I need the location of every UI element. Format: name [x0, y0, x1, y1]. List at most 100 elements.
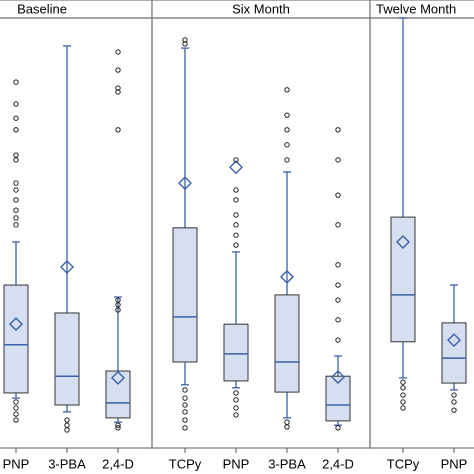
outlier: [284, 87, 290, 93]
outlier: [115, 307, 121, 313]
outlier: [115, 49, 121, 55]
outlier: [13, 79, 19, 85]
outlier: [13, 417, 19, 423]
mean-marker: [178, 176, 192, 191]
outlier: [64, 417, 70, 423]
outlier: [115, 422, 121, 428]
outlier: [115, 85, 121, 91]
outlier: [182, 417, 188, 423]
outlier: [284, 157, 290, 163]
outlier: [13, 187, 19, 193]
x-tick-label: 2,4-D: [102, 456, 134, 471]
outlier: [335, 157, 341, 163]
outlier: [284, 142, 290, 148]
outlier: [335, 282, 341, 288]
x-tick-label: PNP: [441, 456, 468, 471]
panel-title: Six Month: [232, 1, 290, 16]
box: [274, 294, 300, 393]
outlier: [115, 89, 121, 95]
outlier: [13, 157, 19, 163]
outlier: [182, 37, 188, 43]
outlier: [233, 397, 239, 403]
outlier: [115, 127, 121, 133]
outlier: [115, 67, 121, 73]
outlier: [182, 425, 188, 431]
outlier: [13, 399, 19, 405]
x-tick-label: PNP: [3, 456, 30, 471]
outlier: [335, 222, 341, 228]
outlier: [64, 427, 70, 433]
outlier: [284, 424, 290, 430]
mean-marker: [60, 259, 74, 274]
mean-marker: [229, 160, 243, 175]
outlier: [13, 215, 19, 221]
outlier: [335, 192, 341, 198]
outlier: [233, 390, 239, 396]
outlier: [335, 317, 341, 323]
outlier: [400, 379, 406, 385]
outlier: [13, 127, 19, 133]
outlier: [400, 405, 406, 411]
outlier: [182, 395, 188, 401]
outlier: [233, 187, 239, 193]
x-tick-label: 3-PBA: [48, 456, 86, 471]
outlier: [451, 399, 457, 405]
x-tick-label: 2,4-D: [322, 456, 354, 471]
outlier: [233, 232, 239, 238]
outlier: [182, 41, 188, 47]
box: [54, 312, 80, 406]
outlier: [233, 412, 239, 418]
mean-marker: [447, 333, 461, 348]
outlier: [451, 392, 457, 398]
panel-title: Twelve Month: [376, 1, 456, 16]
panel-frame: [369, 17, 474, 449]
outlier: [400, 399, 406, 405]
outlier: [451, 407, 457, 413]
outlier: [335, 297, 341, 303]
outlier: [335, 425, 341, 431]
outlier: [233, 405, 239, 411]
outlier: [400, 385, 406, 391]
mean-marker: [111, 370, 125, 385]
box: [3, 284, 29, 394]
outlier: [115, 425, 121, 431]
outlier: [13, 101, 19, 107]
box: [223, 323, 249, 382]
outlier: [400, 392, 406, 398]
outlier: [13, 411, 19, 417]
outlier: [13, 222, 19, 228]
outlier: [182, 387, 188, 393]
box: [441, 322, 467, 384]
x-tick-label: TCPy: [169, 456, 202, 471]
outlier: [13, 115, 19, 121]
mean-marker: [396, 235, 410, 250]
box: [172, 227, 198, 363]
outlier: [13, 197, 19, 203]
outlier: [115, 302, 121, 308]
outlier: [335, 337, 341, 343]
outlier: [13, 207, 19, 213]
x-tick-label: PNP: [223, 456, 250, 471]
outlier: [233, 157, 239, 163]
outlier: [13, 405, 19, 411]
outlier: [284, 112, 290, 118]
mean-marker: [9, 317, 23, 332]
box: [390, 216, 416, 343]
outlier: [182, 409, 188, 415]
outlier: [233, 212, 239, 218]
mean-marker: [280, 269, 294, 284]
outlier: [13, 180, 19, 186]
panel-title: Baseline: [17, 1, 67, 16]
outlier: [233, 222, 239, 228]
outlier: [335, 262, 341, 268]
box: [105, 370, 131, 419]
outlier: [182, 402, 188, 408]
x-tick-label: 3-PBA: [268, 456, 306, 471]
outlier: [335, 127, 341, 133]
mean-marker: [331, 370, 345, 385]
outlier: [233, 242, 239, 248]
x-tick-label: TCPy: [387, 456, 420, 471]
outlier: [284, 127, 290, 133]
panel-header: [369, 0, 474, 19]
